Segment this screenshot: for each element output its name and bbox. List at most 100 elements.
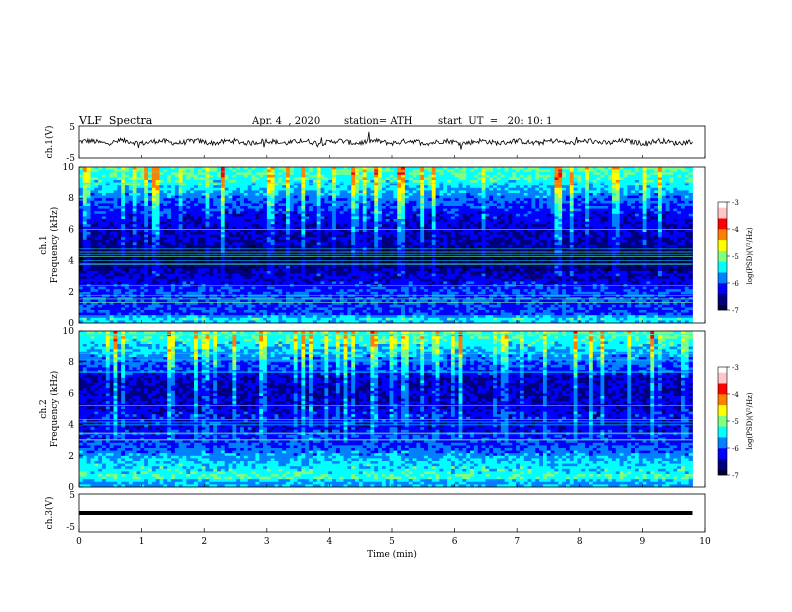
spectrogram-cell bbox=[293, 224, 298, 228]
spectrogram-cell bbox=[435, 245, 440, 248]
spectrogram-cell bbox=[496, 187, 502, 191]
spectrogram-cell bbox=[220, 174, 226, 178]
spectrogram-cell bbox=[642, 177, 647, 181]
spectrogram-cell bbox=[109, 195, 114, 199]
spectrogram-cell bbox=[493, 200, 498, 204]
spectrogram-cell bbox=[171, 229, 176, 233]
spectrogram-cell bbox=[470, 177, 475, 181]
spectrogram-cell bbox=[512, 203, 517, 207]
spectrogram-cell bbox=[385, 193, 390, 196]
spectrogram-cell bbox=[263, 193, 268, 196]
spectrogram-cell bbox=[190, 167, 195, 170]
spectrogram-cell bbox=[197, 216, 203, 220]
spectrogram-cell bbox=[320, 187, 325, 191]
spectrogram-cell bbox=[596, 174, 601, 178]
spectrogram-cell bbox=[523, 213, 528, 217]
spectrogram-cell bbox=[102, 237, 107, 241]
spectrogram-cell bbox=[289, 195, 295, 199]
spectrogram-cell bbox=[677, 190, 682, 194]
spectrogram-cell bbox=[167, 226, 172, 230]
spectrogram-cell bbox=[458, 187, 463, 191]
spectrogram-cell bbox=[481, 200, 486, 204]
spectrogram-cell bbox=[105, 208, 111, 212]
spectrogram-cell bbox=[370, 242, 375, 246]
spectrogram-cell bbox=[665, 239, 670, 243]
spectrogram-cell bbox=[121, 206, 126, 209]
spectrogram-cell bbox=[531, 232, 536, 235]
spectrogram-cell bbox=[654, 177, 659, 181]
spectrogram-cell bbox=[450, 229, 456, 233]
spectrogram-cell bbox=[82, 193, 88, 196]
spectrogram-cell bbox=[263, 198, 268, 202]
spectrogram-cell bbox=[381, 180, 387, 183]
spectrogram-cell bbox=[531, 187, 536, 191]
spectrogram-cell bbox=[631, 193, 636, 196]
spectrogram-cell bbox=[646, 221, 651, 225]
spectrogram-cell bbox=[113, 234, 118, 238]
spectrogram-cell bbox=[351, 242, 356, 246]
spectrogram-cell bbox=[316, 185, 321, 189]
spectrogram-cell bbox=[289, 169, 295, 173]
spectrogram-cell bbox=[105, 245, 111, 248]
spectrogram-cell bbox=[105, 216, 111, 220]
spectrogram-cell bbox=[458, 190, 463, 194]
spectrogram-cell bbox=[366, 229, 371, 233]
spectrogram-cell bbox=[654, 182, 659, 186]
spectrogram-cell bbox=[278, 182, 283, 186]
spectrogram-cell bbox=[608, 239, 613, 243]
spectrogram-cell bbox=[251, 182, 256, 186]
spectrogram-cell bbox=[140, 180, 145, 183]
spectrogram-cell bbox=[205, 245, 210, 248]
spectrogram-cell bbox=[592, 213, 598, 217]
spectrogram-cell bbox=[646, 232, 651, 235]
spectrogram-cell bbox=[220, 237, 226, 241]
spectrogram-cell bbox=[332, 208, 337, 212]
spectrogram-cell bbox=[201, 221, 206, 225]
spectrogram-cell bbox=[79, 242, 84, 246]
spectrogram-cell bbox=[500, 211, 505, 215]
spectrogram-cell bbox=[634, 232, 640, 235]
spectrogram-cell bbox=[86, 219, 91, 222]
spectrogram-cell bbox=[542, 174, 548, 178]
spectrogram-cell bbox=[155, 180, 160, 183]
spectrogram-cell bbox=[600, 203, 605, 207]
spectrogram-cell bbox=[531, 193, 536, 196]
spectrogram-cell bbox=[673, 185, 678, 189]
spectrogram-cell bbox=[531, 198, 536, 202]
spectrogram-cell bbox=[94, 208, 99, 212]
spectrogram-cell bbox=[374, 224, 379, 228]
spectrogram-cell bbox=[439, 245, 444, 248]
spectrogram-cell bbox=[604, 213, 609, 217]
spectrogram-cell bbox=[435, 180, 440, 183]
spectrogram-cell bbox=[385, 226, 390, 230]
spectrogram-cell bbox=[615, 211, 621, 215]
spectrogram-cell bbox=[519, 203, 525, 207]
spectrogram-cell bbox=[140, 213, 145, 217]
spectrogram-cell bbox=[673, 229, 678, 233]
spectrogram-cell bbox=[79, 195, 84, 199]
spectrogram-cell bbox=[247, 174, 252, 178]
spectrogram-cell bbox=[305, 198, 310, 202]
spectrogram-cell bbox=[680, 239, 686, 243]
spectrogram-cell bbox=[347, 187, 352, 191]
spectrogram-cell bbox=[519, 172, 525, 176]
spectrogram-cell bbox=[309, 216, 314, 220]
spectrogram-cell bbox=[542, 229, 548, 233]
spectrogram-cell bbox=[412, 232, 417, 235]
spectrogram-cell bbox=[462, 180, 467, 183]
spectrogram-cell bbox=[627, 193, 632, 196]
spectrogram-cell bbox=[619, 169, 624, 173]
spectrogram-cell bbox=[431, 174, 436, 178]
spectrogram-cell bbox=[86, 203, 91, 207]
spectrogram-cell bbox=[684, 208, 690, 212]
spectrogram-cell bbox=[389, 180, 394, 183]
spectrogram-cell bbox=[220, 198, 226, 202]
spectrogram-cell bbox=[270, 208, 275, 212]
spectrogram-cell bbox=[370, 213, 375, 217]
spectrogram-cell bbox=[178, 193, 183, 196]
spectrogram-cell bbox=[562, 182, 567, 186]
spectrogram-cell bbox=[519, 219, 525, 222]
spectrogram-cell bbox=[324, 187, 329, 191]
spectrogram-cell bbox=[174, 239, 180, 243]
spectrogram-cell bbox=[355, 185, 360, 189]
